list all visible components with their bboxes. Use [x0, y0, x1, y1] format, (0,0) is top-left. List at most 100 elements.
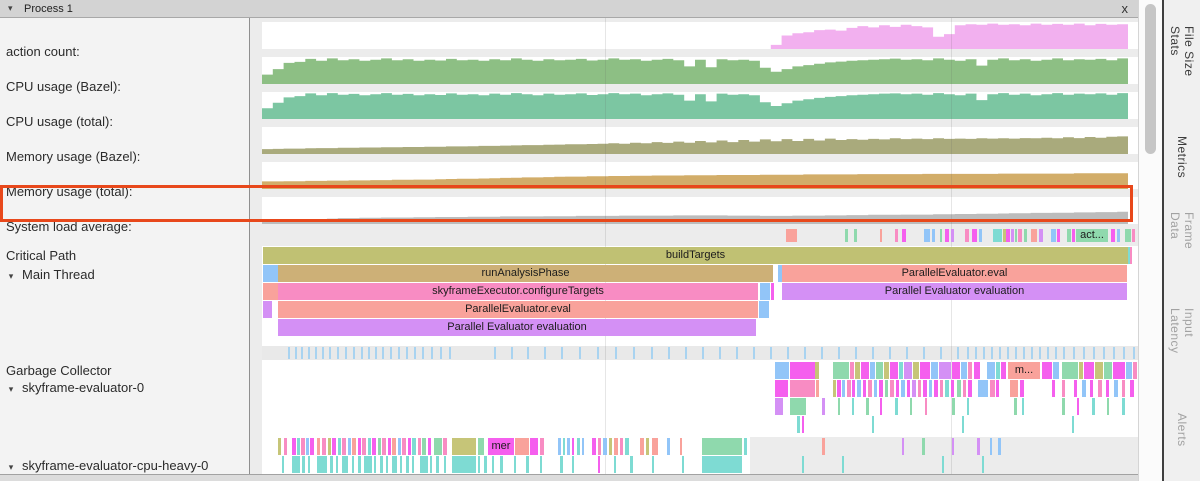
cpu-heavy-block[interactable] [400, 456, 402, 473]
gc-tick[interactable] [702, 347, 704, 359]
evaluator0-block[interactable] [1092, 398, 1095, 415]
gc-tick[interactable] [889, 347, 891, 359]
critical-path-block[interactable] [1072, 229, 1075, 242]
critical-path-block[interactable] [1057, 229, 1060, 242]
cpu-heavy-block[interactable] [330, 456, 333, 473]
evaluator0-block[interactable] [957, 380, 961, 397]
cpu-heavy-block[interactable] [982, 456, 984, 473]
main-thread-span[interactable]: ParallelEvaluator.eval [782, 265, 1127, 282]
cpu-heavy-block[interactable] [392, 456, 397, 473]
critical-path-block[interactable] [854, 229, 857, 242]
evaluator0-block[interactable] [874, 380, 877, 397]
critical-path-block[interactable] [972, 229, 977, 242]
gc-tick[interactable] [337, 347, 339, 359]
cpu-heavy-block[interactable] [306, 438, 309, 455]
evaluator0-block[interactable] [907, 380, 910, 397]
cpu-heavy-block[interactable] [412, 456, 414, 473]
cpu-heavy-block[interactable] [567, 438, 570, 455]
gc-tick[interactable] [615, 347, 617, 359]
main-thread-block[interactable] [760, 283, 770, 300]
cpu-heavy-block[interactable] [378, 438, 381, 455]
evaluator0-block[interactable] [1113, 362, 1125, 379]
critical-path-block[interactable] [895, 229, 898, 242]
evaluator0-block[interactable] [952, 362, 960, 379]
cpu-heavy-block[interactable] [406, 456, 409, 473]
cpu-heavy-block[interactable] [422, 438, 426, 455]
evaluator0-block[interactable] [1077, 398, 1079, 415]
evaluator0-block[interactable] [940, 380, 943, 397]
main-thread-span[interactable]: buildTargets [263, 247, 1128, 264]
cpu-heavy-block[interactable] [418, 438, 421, 455]
cpu-heavy-block[interactable] [328, 438, 331, 455]
cpu-heavy-block[interactable] [702, 456, 742, 473]
cpu-heavy-block[interactable] [560, 456, 563, 473]
evaluator0-block[interactable] [1106, 380, 1109, 397]
critical-path-block[interactable] [932, 229, 935, 242]
evaluator0-block[interactable] [775, 362, 789, 379]
close-process-icon[interactable]: x [1121, 1, 1129, 16]
cpu-heavy-block[interactable] [998, 438, 1001, 455]
cpu-heavy-block[interactable] [444, 456, 446, 473]
evaluator0-block[interactable] [866, 398, 869, 415]
gc-tick[interactable] [345, 347, 347, 359]
evaluator0-block[interactable] [890, 362, 898, 379]
cpu-heavy-block[interactable] [530, 438, 538, 455]
evaluator0-block[interactable] [868, 380, 872, 397]
gc-tick[interactable] [1133, 347, 1135, 359]
evaluator0-block[interactable] [852, 380, 855, 397]
cpu-heavy-block[interactable] [744, 438, 747, 455]
gc-tick[interactable] [804, 347, 806, 359]
cpu-heavy-block[interactable] [478, 456, 480, 473]
critical-path-block[interactable] [880, 229, 882, 242]
gc-tick[interactable] [1063, 347, 1065, 359]
track-label-skyframe-evaluator-cpu-heavy-0[interactable]: ▾ skyframe-evaluator-cpu-heavy-0 [0, 458, 248, 474]
evaluator0-block[interactable] [899, 362, 903, 379]
evaluator0-block[interactable] [790, 362, 815, 379]
cpu-heavy-block[interactable] [388, 438, 391, 455]
gc-tick[interactable] [1055, 347, 1057, 359]
cpu-heavy-block[interactable] [382, 438, 386, 455]
counter-track-0[interactable] [262, 22, 1139, 49]
evaluator0-block[interactable] [1072, 416, 1074, 433]
evaluator0-block[interactable] [996, 380, 999, 397]
cpu-heavy-block[interactable] [802, 456, 804, 473]
counter-track-2[interactable] [262, 92, 1139, 119]
critical-path-block[interactable] [1051, 229, 1056, 242]
gc-tick[interactable] [368, 347, 370, 359]
gc-tick[interactable] [1093, 347, 1095, 359]
cpu-heavy-block[interactable] [310, 438, 314, 455]
evaluator0-block[interactable] [1130, 380, 1134, 397]
cpu-heavy-block[interactable] [484, 456, 487, 473]
evaluator0-block[interactable] [822, 398, 825, 415]
tab-input-latency[interactable]: Input Latency [1168, 308, 1196, 354]
cpu-heavy-block[interactable] [526, 456, 529, 473]
gc-tick[interactable] [329, 347, 331, 359]
cpu-heavy-block[interactable] [515, 438, 529, 455]
evaluator0-block[interactable] [1104, 362, 1112, 379]
evaluator0-block[interactable] [872, 416, 874, 433]
cpu-heavy-block[interactable] [364, 456, 372, 473]
cpu-heavy-block[interactable] [582, 438, 584, 455]
evaluator0-block[interactable] [1062, 362, 1078, 379]
evaluator0-block[interactable] [884, 362, 889, 379]
main-thread-block[interactable] [1130, 247, 1132, 264]
gc-tick[interactable] [295, 347, 297, 359]
evaluator0-block[interactable] [978, 380, 988, 397]
cpu-heavy-block[interactable] [592, 438, 596, 455]
evaluator0-block[interactable] [1122, 398, 1125, 415]
gc-tick[interactable] [1083, 347, 1085, 359]
gc-tick[interactable] [957, 347, 959, 359]
critical-path-block[interactable] [845, 229, 848, 242]
gc-tick[interactable] [1015, 347, 1017, 359]
main-thread-block[interactable] [263, 283, 278, 300]
evaluator0-block[interactable] [1010, 380, 1018, 397]
vertical-scrollbar-thumb[interactable] [1145, 4, 1156, 154]
gc-tick[interactable] [872, 347, 874, 359]
gc-tick[interactable] [999, 347, 1001, 359]
evaluator0-block[interactable] [951, 380, 954, 397]
evaluator0-block[interactable] [890, 380, 894, 397]
evaluator0-block[interactable] [1020, 380, 1024, 397]
gc-tick[interactable] [1039, 347, 1041, 359]
counter-track-3[interactable] [262, 127, 1139, 154]
cpu-heavy-block[interactable] [478, 438, 484, 455]
